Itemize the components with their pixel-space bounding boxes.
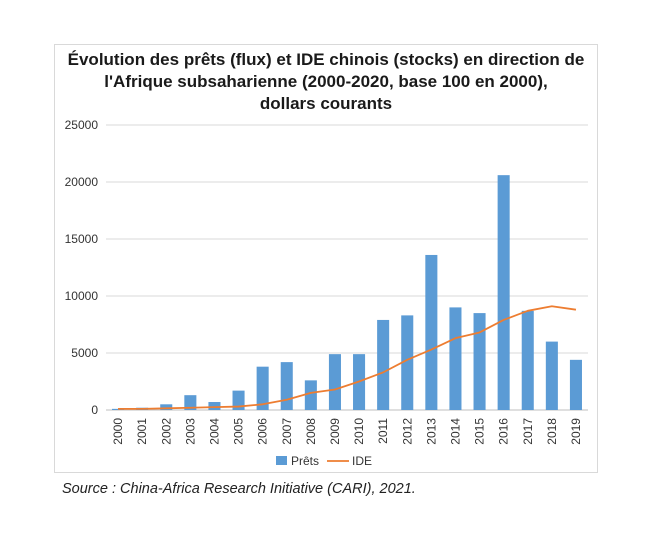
bar-prets — [304, 380, 317, 410]
y-tick-label: 5000 — [71, 346, 98, 360]
bar-prets — [497, 175, 510, 410]
bar-prets — [280, 362, 293, 410]
x-tick-label: 2017 — [521, 418, 535, 445]
x-tick-label: 2013 — [424, 418, 438, 445]
bar-prets — [256, 366, 269, 410]
x-tick-label: 2001 — [135, 418, 149, 445]
bar-prets — [377, 319, 390, 410]
x-tick-label: 2015 — [473, 418, 487, 445]
y-tick-label: 25000 — [65, 118, 99, 132]
x-tick-label: 2008 — [304, 418, 318, 445]
chart-title-line-3: dollars courants — [259, 94, 393, 113]
x-tick-label: 2006 — [256, 418, 270, 445]
bar-prets — [521, 310, 534, 410]
x-tick-label: 2010 — [352, 418, 366, 445]
line-ide — [118, 305, 577, 410]
x-tick-label: 2000 — [111, 418, 125, 445]
bar-prets — [160, 404, 173, 410]
chart-title-line-2: l'Afrique subsaharienne (2000-2020, base… — [104, 72, 548, 91]
bar-prets — [401, 315, 414, 410]
y-tick-label: 10000 — [65, 289, 99, 303]
x-tick-label: 2018 — [545, 418, 559, 445]
bar-prets — [328, 354, 341, 410]
x-tick-label: 2007 — [280, 418, 294, 445]
x-tick-label: 2005 — [232, 418, 246, 445]
bar-prets — [232, 390, 245, 410]
bar-prets — [473, 313, 486, 410]
x-tick-label: 2011 — [376, 418, 390, 444]
x-tick-label: 2003 — [183, 418, 197, 445]
legend-label-prets: Prêts — [291, 454, 319, 468]
x-tick-label: 2002 — [159, 418, 173, 445]
y-tick-label: 20000 — [65, 175, 99, 189]
x-tick-label: 2016 — [497, 418, 511, 445]
y-tick-label: 0 — [91, 403, 98, 417]
x-tick-label: 2009 — [328, 418, 342, 445]
x-tick-label: 2004 — [207, 418, 221, 445]
bar-prets — [569, 359, 582, 410]
bar-prets — [449, 307, 462, 410]
x-tick-label: 2012 — [400, 418, 414, 445]
bar-prets — [425, 254, 438, 410]
x-tick-label: 2019 — [569, 418, 583, 445]
bar-prets — [208, 402, 221, 410]
bar-prets — [545, 341, 558, 410]
y-tick-label: 15000 — [65, 232, 99, 246]
bar-prets — [184, 395, 197, 410]
chart-title: Évolution des prêts (flux) et IDE chinoi… — [54, 49, 598, 115]
chart-title-line-1: Évolution des prêts (flux) et IDE chinoi… — [67, 50, 585, 69]
source-note: Source : China-Africa Research Initiativ… — [62, 481, 416, 497]
x-tick-label: 2014 — [448, 418, 462, 445]
legend-label-ide: IDE — [352, 454, 372, 468]
legend-swatch-prets — [276, 456, 287, 465]
